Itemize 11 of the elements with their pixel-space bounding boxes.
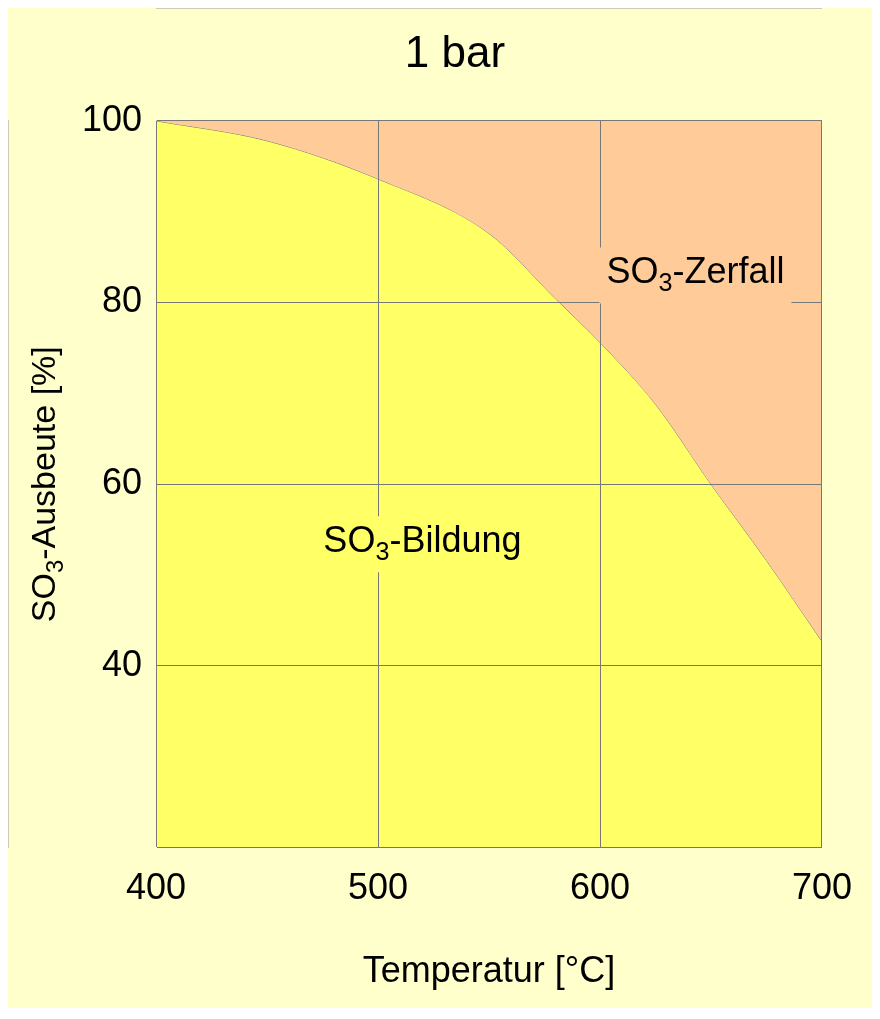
x-axis-title: Temperatur [°C] [362, 949, 616, 991]
x-tick-label: 400 [126, 866, 187, 908]
x-tick-label: 500 [347, 866, 409, 908]
y-tick-label: 100 [81, 97, 143, 139]
y-tick-label: 40 [102, 642, 143, 684]
y-tick-label: 80 [102, 279, 143, 321]
y-tick-label: 60 [102, 461, 143, 503]
x-tick-label: 700 [791, 866, 853, 908]
x-tick-label: 600 [569, 866, 631, 908]
y-axis-title: SO3-Ausbeute [%] [24, 346, 68, 623]
chart-title: 1 bar [404, 26, 506, 76]
